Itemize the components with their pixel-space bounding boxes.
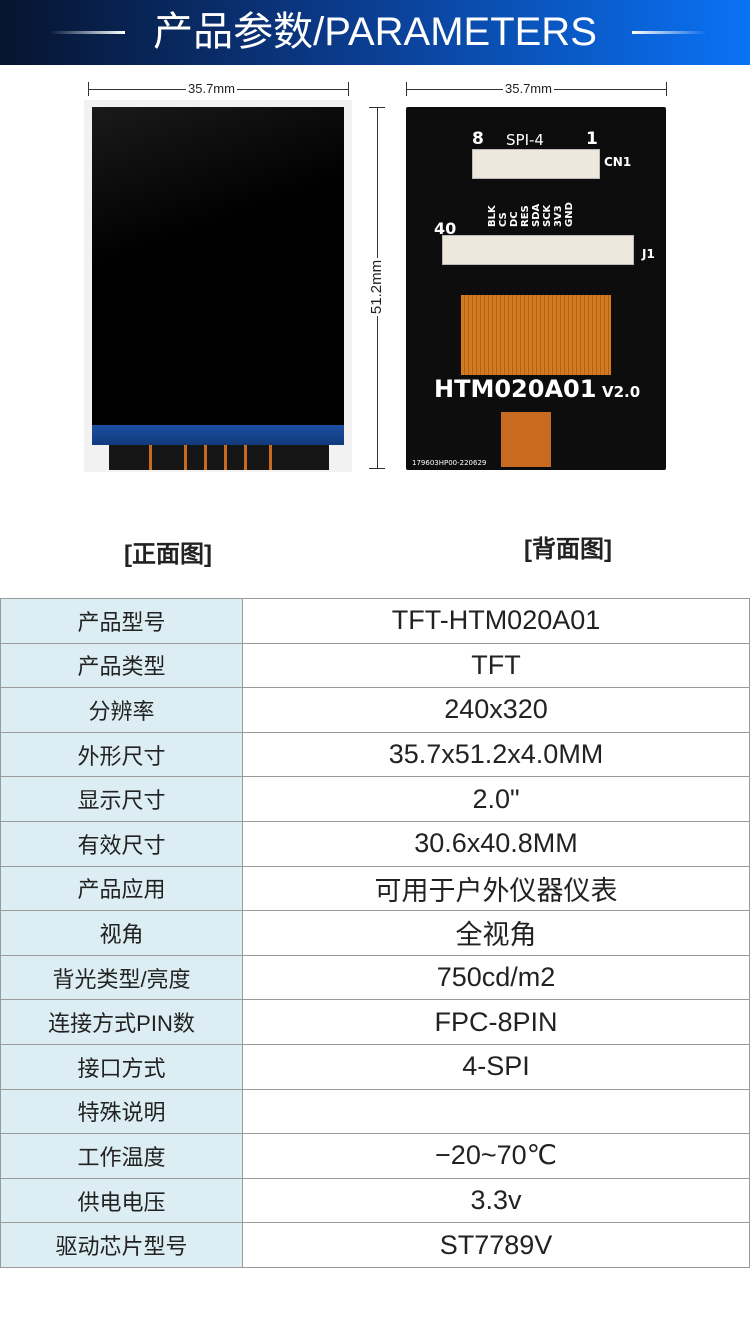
param-label: 连接方式PIN数 [0,999,243,1045]
param-label: 外形尺寸 [0,731,243,778]
table-row: 显示尺寸 2.0" [0,776,750,822]
pcb-pin-label: 1 [586,129,598,149]
fpc-connector [442,235,634,265]
param-label: 产品类型 [0,642,243,689]
param-value: 240x320 [242,687,750,733]
param-label: 背光类型/亮度 [0,954,243,1001]
param-label: 驱动芯片型号 [0,1222,243,1268]
param-value: 4-SPI [242,1043,750,1090]
page-title: 产品参数/PARAMETERS [153,10,597,54]
front-view-image [84,100,352,472]
param-label: 接口方式 [0,1043,243,1090]
param-label: 有效尺寸 [0,820,243,867]
decorative-line [632,31,707,34]
table-row: 供电电压 3.3v [0,1177,750,1224]
front-caption: [正面图] [124,541,212,568]
front-height-label: 51.2mm [368,257,386,317]
param-value: ST7789V [242,1222,750,1268]
param-value: 3.3v [242,1177,750,1224]
table-row: 工作温度 −20~70℃ [0,1133,750,1179]
param-value: TFT-HTM020A01 [242,598,750,644]
param-value [242,1088,750,1135]
pcb-connector-label: SPI-4 [506,131,544,149]
param-label: 工作温度 [0,1133,243,1179]
pcb-pin-names: BLK CS DC RES SDA SCK 3V3 GND [487,202,575,227]
fpc-flex-cable [461,295,611,375]
param-label: 供电电压 [0,1177,243,1224]
back-caption: [背面图] [524,536,612,563]
param-value: 30.6x40.8MM [242,820,750,867]
pcb-cn-label: CN1 [604,155,632,169]
param-value: 35.7x51.2x4.0MM [242,731,750,778]
pcb-version-label: V2.0 [602,383,641,401]
dim-tick [348,82,349,96]
parameter-table: 产品型号 TFT-HTM020A01 产品类型 TFT 分辨率 240x320 外形尺寸 35… [0,598,750,1268]
param-label: 显示尺寸 [0,776,243,822]
pcb-pad [501,412,551,467]
param-label: 特殊说明 [0,1088,243,1135]
pcb-pin-label: 8 [472,129,484,149]
back-view-image: 8 SPI-4 1 CN1 BLK CS DC RES SDA SCK 3V3 … [406,107,666,470]
table-row: 产品类型 TFT [0,642,750,689]
param-value: 全视角 [242,910,750,956]
header-banner: 产品参数/PARAMETERS [0,0,750,65]
param-value: TFT [242,642,750,689]
param-value: 2.0" [242,776,750,822]
decorative-line [50,31,125,34]
table-row: 有效尺寸 30.6x40.8MM [0,820,750,867]
param-label: 产品应用 [0,865,243,912]
back-width-label: 35.7mm [503,81,554,96]
pcb-model-label: HTM020A01 [434,375,597,403]
table-row: 背光类型/亮度 750cd/m2 [0,954,750,1001]
param-label: 视角 [0,910,243,956]
pcb-code-label: 179603HP00-220629 [412,459,487,467]
dim-tick [369,468,385,469]
table-row: 外形尺寸 35.7x51.2x4.0MM [0,731,750,778]
spi-connector [472,149,600,179]
pcb-j-label: J1 [642,247,655,261]
lcd-bezel [92,425,344,445]
pcb-pin-label: 40 [434,219,457,238]
table-row: 产品型号 TFT-HTM020A01 [0,598,750,644]
dim-tick [666,82,667,96]
table-row: 驱动芯片型号 ST7789V [0,1222,750,1268]
table-row: 接口方式 4-SPI [0,1043,750,1090]
table-row: 产品应用 可用于户外仪器仪表 [0,865,750,912]
table-row: 特殊说明 [0,1088,750,1135]
param-label: 分辨率 [0,687,243,733]
param-value: FPC-8PIN [242,999,750,1045]
fpc-tail [109,445,329,470]
table-row: 视角 全视角 [0,910,750,956]
param-value: 750cd/m2 [242,954,750,1001]
table-row: 连接方式PIN数 FPC-8PIN [0,999,750,1045]
lcd-screen [92,107,344,425]
front-width-label: 35.7mm [186,81,237,96]
param-value: 可用于户外仪器仪表 [242,865,750,912]
param-label: 产品型号 [0,598,243,644]
param-value: −20~70℃ [242,1133,750,1179]
table-row: 分辨率 240x320 [0,687,750,733]
